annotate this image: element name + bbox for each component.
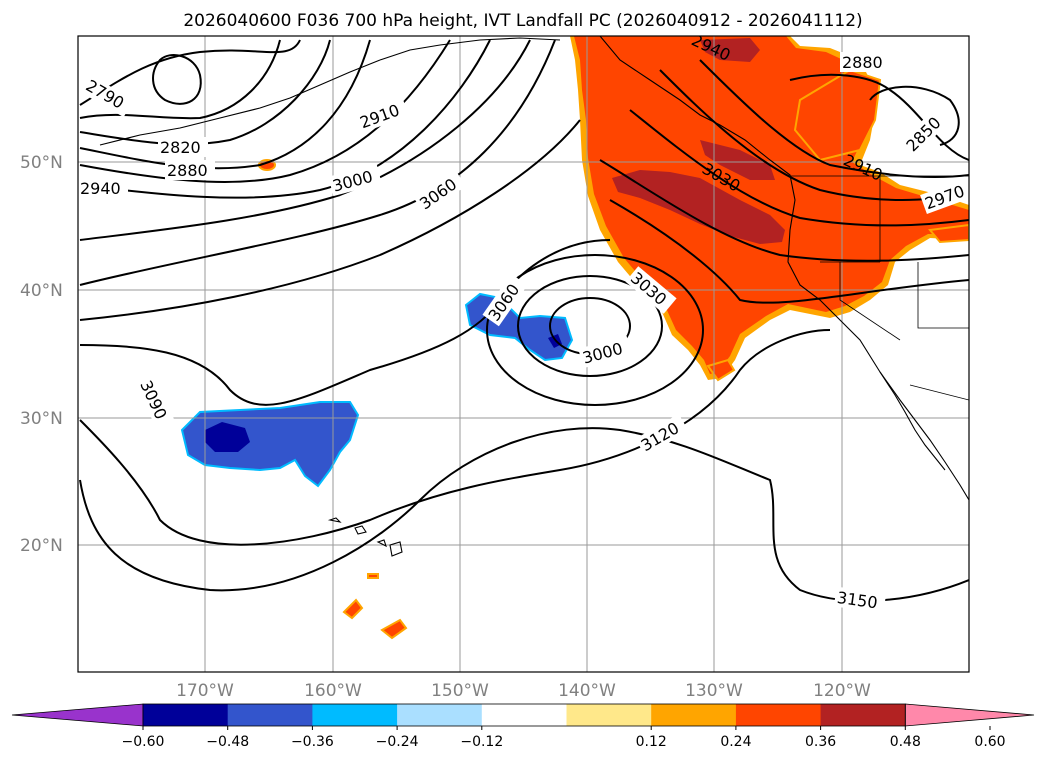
lat-label: 40°N: [20, 281, 63, 301]
lon-label: 120°W: [813, 681, 871, 701]
positive-very-high-coast: [700, 140, 775, 180]
colorbar-segment: [227, 704, 313, 726]
colorbar: −0.60 −0.48 −0.36 −0.24 −0.12 0.12 0.24 0.36 0.4…: [11, 703, 1035, 750]
lon-label: 170°W: [176, 681, 234, 701]
colorbar-outline: [142, 703, 906, 727]
north-america-coast: [599, 36, 969, 501]
patch-hawaii-2: [380, 618, 408, 640]
positive-very-high-north: [700, 38, 760, 62]
state-borders: [820, 176, 969, 401]
height-contours: [79, 39, 969, 602]
colorbar-tick-label: −0.36: [291, 734, 334, 750]
contour-2850-east: [869, 85, 960, 146]
contour-label: 2940: [80, 179, 121, 198]
coastlines: [99, 36, 969, 501]
negative-core-west: [205, 422, 250, 452]
contour-2880: [79, 39, 371, 170]
contour-2910-east: [699, 59, 969, 178]
map-frame: [77, 35, 970, 673]
alaska-coast: [379, 37, 561, 61]
colorbar-arrow-min: [11, 703, 144, 727]
colorbar-segment: [397, 704, 483, 726]
colorbar-segment: [651, 704, 737, 726]
contour-2850: [79, 39, 331, 146]
colorbar-tick-label: 0.12: [636, 734, 667, 750]
contour-low-center: [152, 54, 202, 105]
colorbar-segment: [481, 704, 567, 726]
aleutian-chain: [99, 59, 381, 146]
patch-hawaii-1: [342, 598, 364, 620]
colorbar-tick-label: −0.60: [122, 734, 165, 750]
lat-label: 20°N: [20, 536, 63, 556]
colorbar-arrow-max: [904, 703, 1035, 727]
colorbar-tick-label: −0.48: [206, 734, 249, 750]
patch-east-edge: [928, 223, 969, 244]
contour-3060-closed: [486, 254, 704, 406]
contour-2790: [79, 39, 301, 106]
lon-label: 160°W: [304, 681, 362, 701]
lon-label: 150°W: [431, 681, 489, 701]
negative-mid-west: [180, 401, 360, 488]
positive-very-high-region: [612, 170, 785, 244]
contour-2940: [79, 39, 491, 199]
colorbar-tick-label: −0.24: [376, 734, 419, 750]
lat-label: 50°N: [20, 153, 63, 173]
contour-2910: [79, 39, 451, 183]
baja-coast: [879, 371, 946, 471]
colorbar-tick-label: 0.60: [974, 734, 1005, 750]
lon-label: 130°W: [685, 681, 743, 701]
contour-3030-west: [79, 39, 556, 286]
lat-label: 30°N: [20, 409, 63, 429]
contour-3060-east: [609, 199, 969, 304]
contour-3060-west: [79, 119, 581, 321]
hawaii-islands: [327, 517, 403, 557]
latitude-labels: 50°N 40°N 30°N 20°N: [20, 153, 63, 556]
contour-2820: [79, 39, 281, 120]
map-title: 2026040600 F036 700 hPa height, IVT Land…: [183, 11, 862, 31]
contour-2970-east: [629, 109, 969, 227]
colorbar-tick-label: −0.12: [460, 734, 503, 750]
colorbar-tick-label: 0.24: [720, 734, 751, 750]
colorbar-segment: [735, 704, 822, 726]
colorbar-segment: [566, 704, 652, 726]
patch-hawaii-3: [367, 573, 379, 579]
colorbar-tick-label: 0.48: [890, 734, 921, 750]
contour-3030-closed: [517, 275, 663, 377]
contour-label: 2820: [160, 138, 201, 157]
colorbar-segment: [143, 704, 229, 726]
colorbar-segment: [820, 704, 906, 726]
contour-3120: [79, 329, 831, 546]
longitude-labels: 170°W 160°W 150°W 140°W 130°W 120°W: [176, 681, 871, 701]
contour-3150: [79, 427, 969, 602]
colorbar-segment: [312, 704, 398, 726]
lon-label: 140°W: [558, 681, 616, 701]
colorbar-tick-label: 0.36: [805, 734, 836, 750]
contour-label: 2880: [842, 53, 883, 72]
contour-label: 2880: [167, 161, 208, 180]
contour-3000: [79, 39, 531, 241]
contour-3030-east: [599, 159, 969, 262]
